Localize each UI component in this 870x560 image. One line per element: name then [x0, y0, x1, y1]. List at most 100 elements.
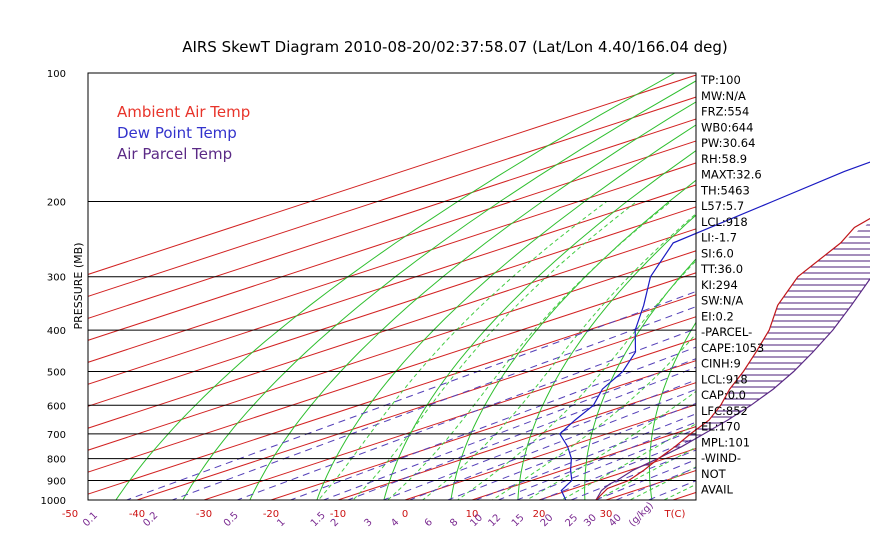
plot-frame — [87, 72, 697, 501]
legend: Ambient Air Temp Dew Point Temp Air Parc… — [117, 103, 250, 163]
moist-adiabat-line — [421, 213, 696, 500]
stability-index-item: NOT — [701, 467, 727, 481]
mixing-ratio-label: 6 — [423, 517, 435, 529]
pressure-tick-label: 400 — [47, 326, 66, 337]
isotherm-line — [88, 250, 696, 451]
mixing-ratio-line — [322, 358, 696, 500]
pressure-tick-label: 300 — [47, 273, 66, 284]
pressure-tick-label: 500 — [47, 367, 66, 378]
moist-adiabat-line — [491, 333, 696, 500]
dry-adiabat-line — [517, 214, 696, 500]
moist-adiabat-line — [594, 446, 696, 500]
mixing-ratio-label: (g/kg) — [627, 500, 656, 529]
dew-point-temp-line — [559, 161, 870, 501]
bottom-temp-tick-label: -10 — [330, 509, 346, 520]
stability-index-item: SW:N/A — [701, 294, 743, 308]
pressure-tick-label: 600 — [47, 401, 66, 412]
cape-hatch-area — [632, 222, 870, 471]
mixing-ratio-label: 3 — [363, 517, 375, 529]
isotherm-line — [404, 404, 696, 500]
isotherm-line — [203, 338, 696, 500]
bottom-temp-tick-label: -30 — [196, 509, 212, 520]
mixing-ratio-label: 0.1 — [81, 510, 100, 529]
stability-index-item: WB0:644 — [701, 120, 753, 134]
mixing-ratio-label: 1.5 — [309, 510, 328, 529]
bottom-temp-tick-label: -40 — [129, 509, 145, 520]
mixing-ratio-line — [496, 421, 696, 500]
moist-adiabat-line — [525, 390, 696, 500]
chart-title: AIRS SkewT Diagram 2010-08-20/02:37:58.0… — [182, 38, 728, 56]
dry-adiabat-line — [383, 150, 696, 500]
stability-index-item: PW:30.64 — [701, 136, 755, 150]
x-axis-label: T(C) — [664, 509, 686, 520]
dry-adiabat-line — [115, 73, 676, 500]
legend-air-parcel-temp: Air Parcel Temp — [117, 145, 232, 163]
stability-index-item: -WIND- — [701, 451, 741, 465]
mixing-ratio-line — [538, 437, 696, 500]
stability-index-item: EI:0.2 — [701, 309, 734, 323]
isotherm-line — [88, 206, 696, 407]
mixing-ratio-label: 4 — [389, 517, 401, 529]
moist-adiabat-line — [317, 201, 607, 500]
stability-index-item: TT:36.0 — [700, 262, 743, 276]
isotherm-line — [471, 426, 696, 500]
dry-adiabat-line — [249, 101, 696, 500]
stability-index-item: EL:170 — [701, 420, 741, 434]
isotherm-line — [136, 316, 696, 500]
y-axis-label: PRESSURE (MB) — [72, 243, 85, 330]
stability-index-item: L57:5.7 — [701, 199, 744, 213]
pressure-tick-label: 800 — [47, 455, 66, 466]
pressure-tick-label: 900 — [47, 476, 66, 487]
stability-index-item: MW:N/A — [701, 89, 746, 103]
mixing-ratio-line — [235, 328, 696, 500]
isotherm-line — [88, 74, 696, 275]
overlay-layer — [559, 161, 870, 501]
moist-adiabat-line — [386, 201, 672, 500]
mixing-ratio-label: 8 — [448, 517, 460, 529]
stability-index-item: TP:100 — [700, 73, 741, 87]
dry-adiabat-line — [316, 124, 696, 500]
stability-index-item: LI:-1.7 — [701, 231, 737, 245]
mixing-ratio-label: 1 — [275, 517, 287, 529]
isotherm-line — [88, 118, 696, 319]
stability-index-item: AVAIL — [701, 483, 734, 497]
stability-index-item: LFC:852 — [701, 404, 748, 418]
pressure-tick-label: 100 — [47, 69, 66, 80]
legend-dew-point-temp: Dew Point Temp — [117, 124, 237, 142]
pressure-tick-label: 700 — [47, 430, 66, 441]
mixing-ratio-label: 15 — [510, 512, 527, 529]
bottom-temp-tick-label: 30 — [600, 509, 613, 520]
bottom-temp-tick-label: 10 — [466, 509, 479, 520]
stability-index-item: SI:6.0 — [701, 246, 734, 260]
mixing-ratio-label: 0.5 — [222, 510, 241, 529]
isotherm-line — [88, 162, 696, 363]
bottom-temp-tick-label: 0 — [402, 509, 408, 520]
isotherm-line — [88, 184, 696, 385]
dry-adiabat-line — [584, 258, 696, 500]
bottom-temp-tick-label: 20 — [533, 509, 546, 520]
stability-index-item: FRZ:554 — [701, 105, 749, 119]
pressure-tick-label: 200 — [47, 198, 66, 209]
stability-index-item: LCL:918 — [701, 215, 748, 229]
bottom-temp-tick-label: -20 — [263, 509, 279, 520]
moist-adiabat-line — [456, 260, 696, 500]
stability-index-item: CAP:0.0 — [701, 388, 746, 402]
mixing-ratio-label: 12 — [486, 512, 503, 529]
isotherm-line — [88, 228, 696, 429]
mixing-ratio-line — [569, 449, 696, 500]
stability-index-item: MPL:101 — [701, 435, 750, 449]
mixing-ratio-line — [515, 428, 696, 500]
isotherm-line — [337, 382, 696, 500]
stability-index-item: KI:294 — [701, 278, 738, 292]
dry-adiabat-line — [182, 80, 696, 500]
stability-index-item: CINH:9 — [701, 357, 741, 371]
air-parcel-temp-line — [595, 277, 870, 501]
pressure-tick-label: 1000 — [41, 496, 66, 507]
isotherm-line — [88, 272, 696, 473]
isotherm-line — [88, 294, 696, 495]
dry-adiabat-line — [649, 321, 696, 500]
plot-area — [88, 73, 696, 500]
stability-index-item: CAPE:1053 — [701, 341, 764, 355]
